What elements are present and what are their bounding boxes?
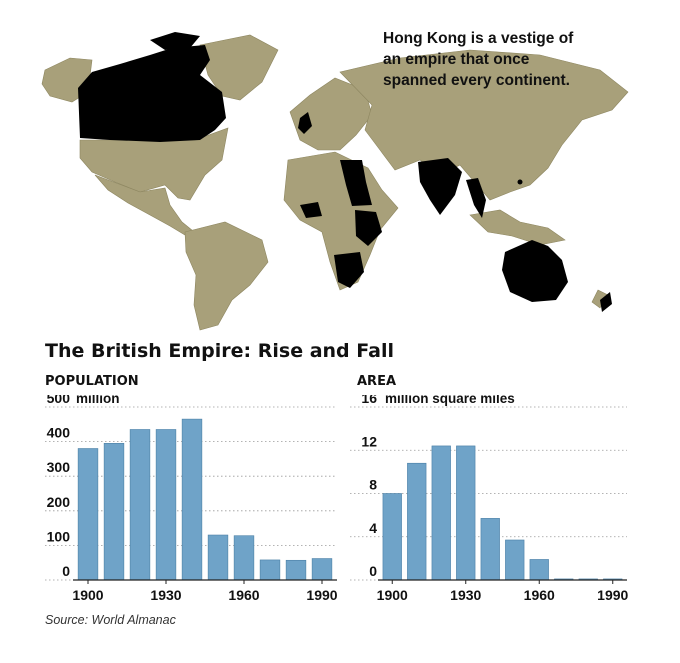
area-xtick-label: 1990: [597, 587, 628, 603]
canada-territory: [78, 45, 226, 142]
indonesia-region: [469, 209, 566, 246]
europe-region: [289, 77, 373, 151]
annotation-line-3: spanned every continent.: [383, 72, 570, 89]
population-ytick-label: 300: [47, 459, 71, 475]
population-bar: [155, 429, 177, 581]
area-ytick-label: 16: [361, 395, 377, 406]
annotation-line-2: an empire that once: [383, 51, 530, 68]
population-bar: [259, 559, 281, 581]
area-bar: [529, 559, 549, 581]
area-ytick-label: 4: [369, 520, 377, 536]
population-chart: 0 100 200 300 400 500 million 1900 1930 1960 1990 0…: [45, 395, 629, 603]
population-ytick-label: 200: [47, 494, 71, 510]
chart-title: The British Empire: Rise and Fall: [45, 340, 394, 362]
malaya-territory: [466, 178, 486, 218]
new-zealand-territory: [600, 292, 612, 312]
area-panel-title: AREA: [357, 374, 397, 389]
area-bar: [407, 462, 427, 581]
empire-territories: [78, 32, 612, 312]
west-africa-territory: [300, 202, 322, 218]
population-bar: [129, 429, 151, 581]
area-ytick-label: 0: [369, 563, 377, 579]
area-bar: [431, 445, 451, 581]
population-ytick-label: 0: [62, 563, 70, 579]
egypt-sudan-territory: [340, 160, 372, 206]
greenland-region: [199, 34, 279, 101]
population-unit-label: million: [76, 395, 120, 406]
area-unit-label: million square miles: [385, 395, 515, 406]
population-xtick-label: 1930: [150, 587, 181, 603]
population-bar: [311, 558, 333, 581]
area-bar: [480, 518, 500, 581]
area-xtick-label: 1930: [450, 587, 481, 603]
population-bar: [103, 443, 125, 581]
new-zealand-region: [591, 289, 609, 309]
area-xtick-label: 1960: [524, 587, 555, 603]
population-xtick-label: 1990: [306, 587, 337, 603]
hong-kong-marker: [517, 179, 523, 185]
australia-territory: [502, 240, 568, 302]
population-xtick-label: 1900: [72, 587, 103, 603]
southern-africa-territory: [334, 252, 364, 288]
india-territory: [418, 158, 462, 215]
population-bar: [77, 448, 99, 581]
africa-region: [283, 151, 399, 291]
population-bar: [181, 418, 203, 581]
area-bar: [382, 493, 402, 581]
population-bar: [233, 535, 255, 581]
population-ytick-label: 500: [47, 395, 71, 406]
area-ytick-label: 8: [369, 477, 377, 493]
map-annotation: Hong Kong is a vestige of an empire that…: [383, 28, 643, 91]
population-xtick-label: 1960: [228, 587, 259, 603]
area-bar: [456, 445, 476, 581]
population-bar: [207, 534, 229, 581]
population-ytick-label: 100: [47, 528, 71, 544]
area-bar: [505, 539, 525, 581]
land-masses: [41, 34, 629, 331]
area-ytick-label: 12: [361, 433, 377, 449]
population-bar: [285, 559, 307, 581]
asia-region: [339, 49, 629, 201]
population-ytick-label: 400: [47, 425, 71, 441]
usa-region: [79, 127, 229, 201]
south-america-region: [184, 221, 269, 331]
arctic-islands-territory: [150, 32, 200, 50]
population-panel-title: POPULATION: [45, 374, 139, 389]
world-map: [41, 32, 629, 331]
area-xtick-label: 1900: [377, 587, 408, 603]
east-africa-territory: [355, 210, 382, 246]
source-note: Source: World Almanac: [45, 613, 176, 627]
annotation-line-1: Hong Kong is a vestige of: [383, 30, 574, 47]
british-isles-territory: [298, 112, 312, 134]
